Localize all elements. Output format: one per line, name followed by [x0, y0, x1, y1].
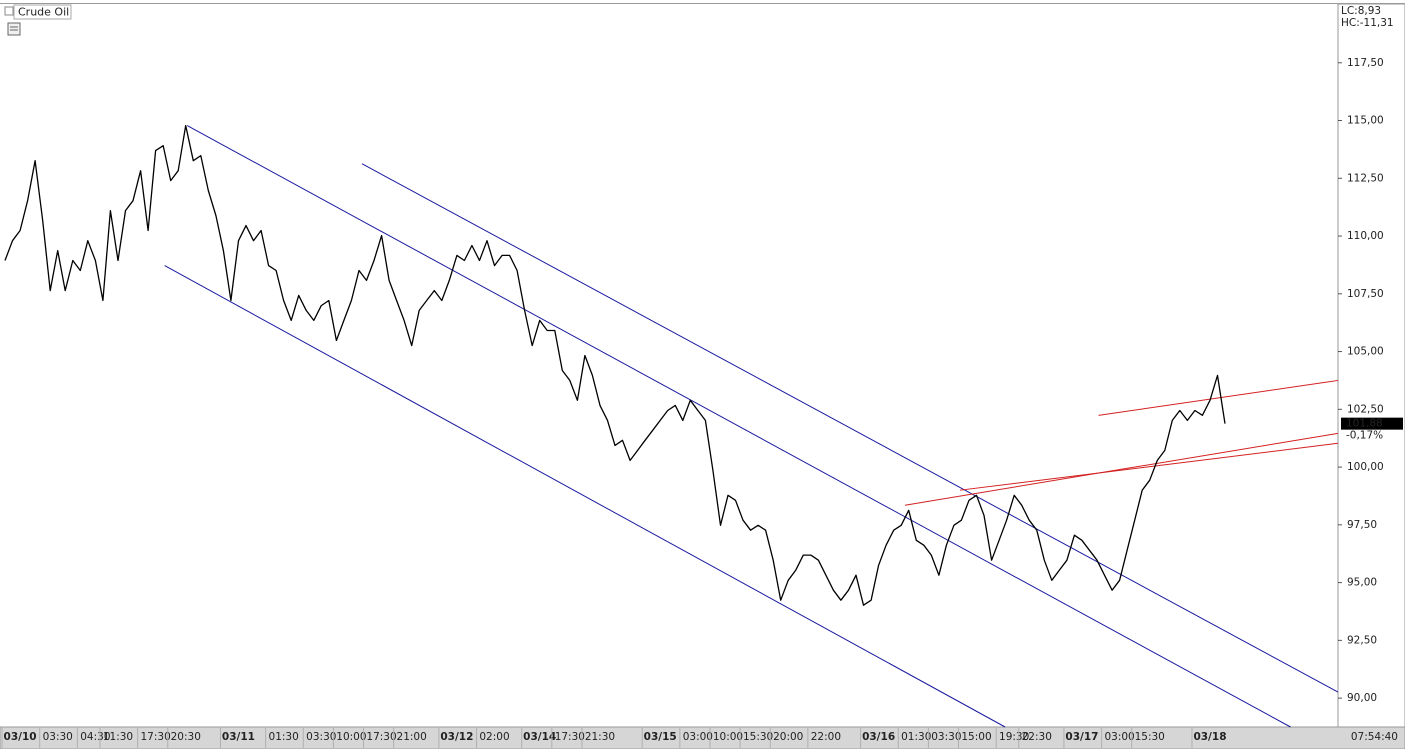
info-line: HC:-11,31 [1341, 17, 1394, 29]
x-tick-label: 22:30 [1022, 731, 1052, 743]
x-tick-label: 21:30 [585, 731, 615, 743]
y-tick-label: 97,50 [1347, 519, 1377, 531]
x-tick-label: 03:30 [43, 731, 73, 743]
trend-line [959, 442, 1339, 491]
last-price-box [1341, 417, 1403, 430]
x-tick-label: 17:30 [366, 731, 396, 743]
trend-line [361, 163, 1339, 693]
x-tick-label: 03:00 [1104, 731, 1134, 743]
y-tick-label: 117,50 [1347, 57, 1384, 69]
time-axis-strip [0, 726, 1405, 749]
series-checkbox[interactable] [4, 6, 14, 16]
y-tick-label: 115,00 [1347, 115, 1384, 127]
x-tick-label: 03/16 [862, 731, 895, 743]
x-tick-label: 01:30 [269, 731, 299, 743]
y-tick-label: 112,50 [1347, 172, 1384, 184]
x-tick-label: 15:30 [1135, 731, 1165, 743]
y-tick-label: 107,50 [1347, 288, 1384, 300]
y-tick-label: 110,00 [1347, 230, 1384, 242]
price-line [4, 124, 1226, 606]
clock-label: 07:54:40 [1351, 731, 1398, 743]
x-tick-label: 01:30 [901, 731, 931, 743]
last-price-label: 101,88 [1346, 418, 1383, 430]
x-tick-label: 11:30 [103, 731, 133, 743]
chart-title: Crude Oil [18, 6, 69, 19]
x-tick-label: 03:30 [931, 731, 961, 743]
y-tick-label: 102,50 [1347, 403, 1384, 415]
x-tick-label: 03/12 [440, 731, 473, 743]
y-tick-label: 95,00 [1347, 577, 1377, 589]
x-tick-label: 17:30 [140, 731, 170, 743]
trend-line [1098, 379, 1339, 416]
y-tick-label: 105,00 [1347, 346, 1384, 358]
x-tick-label: 03/18 [1193, 731, 1226, 743]
trend-line [187, 125, 1291, 728]
x-tick-label: 03/15 [644, 731, 677, 743]
x-tick-label: 02:00 [479, 731, 509, 743]
x-tick-label: 15:30 [743, 731, 773, 743]
y-tick-label: 90,00 [1347, 692, 1377, 704]
x-tick-label: 19:30 [999, 731, 1029, 743]
title-box [13, 4, 72, 20]
change-label: -0,17% [1346, 430, 1383, 442]
x-tick-label: 10:00 [336, 731, 366, 743]
x-tick-label: 21:00 [397, 731, 427, 743]
x-tick-label: 17:30 [555, 731, 585, 743]
price-axis-panel [1337, 3, 1405, 728]
x-tick-label: 20:00 [773, 731, 803, 743]
x-tick-label: 03/14 [523, 731, 556, 743]
x-tick-label: 03/11 [222, 731, 255, 743]
x-tick-label: 15:00 [961, 731, 991, 743]
x-tick-label: 03:00 [683, 731, 713, 743]
x-tick-label: 04:30 [80, 731, 110, 743]
trend-line [904, 432, 1339, 506]
x-tick-label: 22:00 [811, 731, 841, 743]
y-tick-label: 92,50 [1347, 634, 1377, 646]
x-tick-label: 20:30 [171, 731, 201, 743]
y-tick-label: 100,00 [1347, 461, 1384, 473]
x-tick-label: 03/10 [4, 731, 37, 743]
trend-line [164, 265, 1006, 728]
calendar-button[interactable] [7, 22, 21, 36]
x-tick-label: 03:30 [306, 731, 336, 743]
x-tick-label: 10:00 [713, 731, 743, 743]
x-tick-label: 03/17 [1065, 731, 1098, 743]
info-line: LC:8,93 [1341, 5, 1381, 17]
